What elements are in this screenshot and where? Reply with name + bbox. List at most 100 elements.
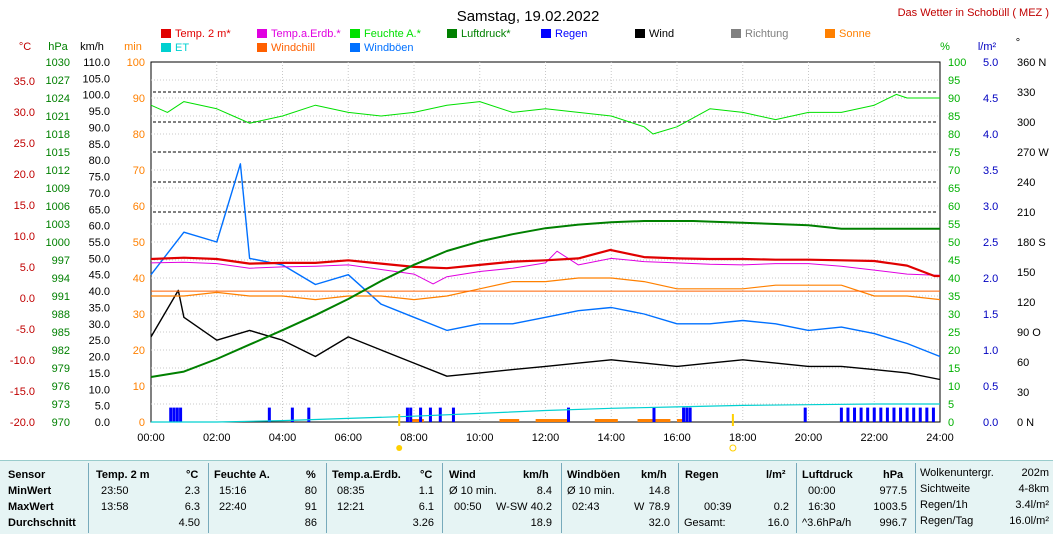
max-gust-time: 02:43: [572, 501, 600, 513]
tick-percent: 90: [948, 93, 960, 105]
min-wind-time: Ø 10 min.: [449, 485, 497, 497]
tick-time: 10:00: [466, 432, 494, 444]
rain-hour-label: Regen/1h: [920, 499, 968, 511]
rain-bar: [912, 407, 916, 422]
rain-bar: [925, 407, 929, 422]
unit-lm2: l/m²: [978, 41, 997, 53]
tick-hpa: 1006: [46, 201, 70, 213]
sun-bar: [410, 419, 424, 422]
tick-lm2: 2.5: [983, 237, 998, 249]
visibility-value: 4-8km: [1018, 483, 1049, 495]
tick-kmh: 15.0: [89, 368, 110, 380]
tick-percent: 80: [948, 129, 960, 141]
tick-lm2: 0.5: [983, 381, 998, 393]
max-rain-value: 0.2: [773, 501, 789, 513]
min-pressure-value: 977.5: [879, 485, 907, 497]
stats-header-humidity: Feuchte A.: [214, 469, 270, 481]
tick-kmh: 65.0: [89, 204, 110, 216]
min-soil-value: 1.1: [418, 485, 434, 497]
rain-bar: [839, 407, 843, 422]
rain-bar: [175, 407, 179, 422]
stats-separator: [326, 463, 327, 533]
stats-header-gust-unit: km/h: [641, 469, 667, 481]
legend: Temp. 2 m* Temp.a.Erdb.* Feuchte A.* Luftdr…: [161, 28, 871, 54]
tick-percent: 0: [948, 417, 954, 429]
tick-percent: 95: [948, 75, 960, 87]
max-wind-direction: W-SW: [496, 501, 528, 513]
tick-time: 02:00: [203, 432, 231, 444]
tick-min: 20: [133, 345, 145, 357]
cloud-base-value: 202m: [1021, 467, 1049, 479]
legend-label: Sonne: [839, 28, 871, 40]
tick-kmh: 100.0: [82, 90, 110, 102]
tick-lm2: 4.0: [983, 129, 998, 141]
tick-kmh: 10.0: [89, 384, 110, 396]
tick-min: 60: [133, 201, 145, 213]
series-line: [150, 163, 941, 358]
tick-percent: 65: [948, 183, 960, 195]
stats-separator: [208, 463, 209, 533]
rain-day-value: 16.0l/m²: [1009, 515, 1049, 527]
tick-hpa: 988: [52, 309, 70, 321]
rain-bar: [872, 407, 876, 422]
tick-percent: 50: [948, 237, 960, 249]
tick-kmh: 30.0: [89, 319, 110, 331]
legend-label: Richtung: [745, 28, 788, 40]
rain-bar: [688, 407, 692, 422]
legend-swatch: [635, 29, 645, 38]
avg-pressure-value: 996.7: [879, 517, 907, 529]
rain-bar: [892, 407, 896, 422]
avg-pressure-trend: ^3.6hPa/h: [802, 517, 852, 529]
stats-header-temp: Temp. 2 m: [96, 469, 150, 481]
max-soil-value: 6.1: [418, 501, 434, 513]
tick-lm2: 4.5: [983, 93, 998, 105]
tick-time: 22:00: [860, 432, 888, 444]
stats-separator: [796, 463, 797, 533]
tick-percent: 100: [948, 57, 966, 69]
site-label: Das Wetter in Schobüll ( MEZ ): [898, 7, 1049, 19]
tick-celsius: 35.0: [14, 76, 35, 88]
tick-lm2: 1.5: [983, 309, 998, 321]
legend-swatch: [731, 29, 741, 38]
tick-min: 10: [133, 381, 145, 393]
tick-min: 50: [133, 237, 145, 249]
tick-direction: 180 S: [1017, 237, 1046, 249]
tick-min: 0: [139, 417, 145, 429]
tick-kmh: 110.0: [83, 57, 110, 69]
series-line: [150, 93, 940, 135]
tick-direction: 360 N: [1017, 57, 1046, 69]
avg-humidity-value: 86: [304, 517, 317, 529]
stats-header-rain-unit: l/m²: [766, 469, 786, 481]
tick-lm2: 3.5: [983, 165, 998, 177]
min-wind-value: 8.4: [536, 485, 552, 497]
series-line: [150, 220, 940, 378]
tick-celsius: 0.0: [20, 293, 35, 305]
tick-kmh: 75.0: [89, 172, 110, 184]
tick-time: 14:00: [597, 432, 625, 444]
tick-celsius: 5.0: [20, 262, 35, 274]
tick-hpa: 973: [52, 399, 70, 411]
legend-swatch: [257, 29, 267, 38]
legend-label: Wind: [649, 28, 674, 40]
tick-hpa: 997: [52, 255, 70, 267]
stats-separator: [678, 463, 679, 533]
tick-celsius: -5.0: [16, 324, 35, 336]
tick-time: 12:00: [532, 432, 560, 444]
legend-label: Temp.a.Erdb.*: [271, 28, 341, 40]
tick-lm2: 0.0: [983, 417, 998, 429]
tick-celsius: 30.0: [14, 107, 35, 119]
unit-min: min: [124, 41, 142, 53]
max-gust-value: 78.9: [648, 501, 670, 513]
tick-celsius: 15.0: [14, 200, 35, 212]
tick-time: 20:00: [795, 432, 823, 444]
stats-header-soil-unit: °C: [420, 469, 433, 481]
rain-bar: [866, 407, 870, 422]
stats-header-humidity-unit: %: [306, 469, 316, 481]
tick-celsius: 25.0: [14, 138, 35, 150]
rain-hour-value: 3.4l/m²: [1015, 499, 1049, 511]
sun-bar: [499, 419, 520, 422]
legend-label: Regen: [555, 28, 587, 40]
rain-bar: [419, 407, 423, 422]
tick-hpa: 991: [52, 291, 70, 303]
sun-bar: [535, 419, 569, 422]
